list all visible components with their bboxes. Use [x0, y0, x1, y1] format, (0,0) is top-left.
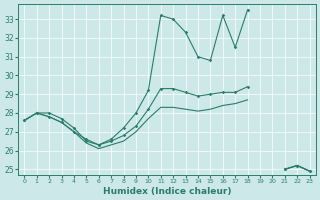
X-axis label: Humidex (Indice chaleur): Humidex (Indice chaleur) [103, 187, 231, 196]
